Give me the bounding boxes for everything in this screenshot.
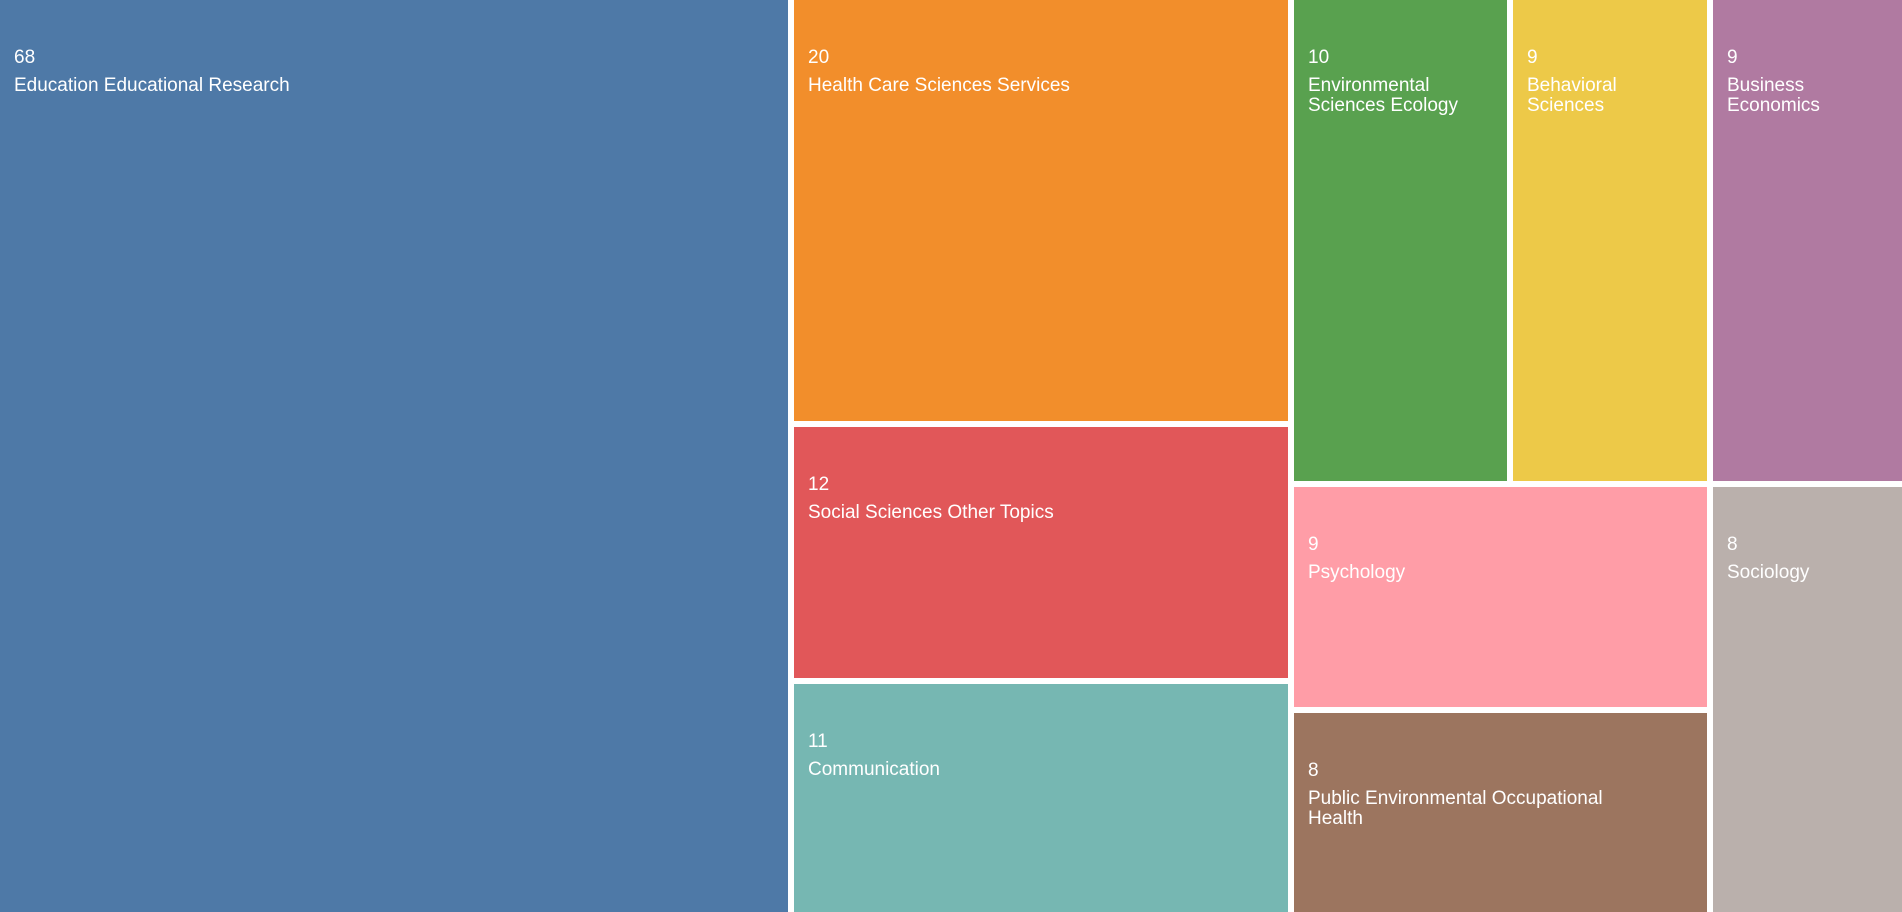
treemap-tile-label: Behavioral Sciences (1527, 75, 1617, 116)
treemap-tile-communication: 11 Communication (794, 684, 1288, 912)
treemap-tile-sociology: 8 Sociology (1713, 487, 1902, 912)
treemap-tile-label: Education Educational Research (14, 75, 290, 96)
treemap-tile-value: 9 (1527, 47, 1538, 68)
treemap-tile-public-environmental-occupational-health: 8 Public Environmental Occupational Healt… (1294, 713, 1707, 912)
treemap-tile-label: Business Economics (1727, 75, 1820, 116)
treemap-tile-value: 11 (808, 731, 828, 752)
treemap-tile-label: Environmental Sciences Ecology (1308, 75, 1458, 116)
treemap-tile-value: 9 (1308, 534, 1319, 555)
treemap-tile-label: Psychology (1308, 562, 1406, 583)
treemap-tile-environmental-sciences-ecology: 10 Environmental Sciences Ecology (1294, 0, 1507, 481)
treemap-tile-value: 68 (14, 47, 36, 68)
treemap-tile-value: 9 (1727, 47, 1738, 68)
treemap-tile-label: Sociology (1727, 562, 1810, 583)
treemap-tile-behavioral-sciences: 9 Behavioral Sciences (1513, 0, 1707, 481)
treemap-tile-education-educational-research: 68 Education Educational Research (0, 0, 788, 912)
treemap-tile-label: Social Sciences Other Topics (808, 502, 1054, 523)
treemap-tile-label: Public Environmental Occupational Health (1308, 788, 1603, 829)
treemap-tile-label: Health Care Sciences Services (808, 75, 1070, 96)
treemap-tile-value: 8 (1308, 760, 1319, 781)
treemap-tile-label: Communication (808, 759, 940, 780)
treemap-tile-value: 12 (808, 474, 830, 495)
treemap-tile-value: 10 (1308, 47, 1330, 68)
treemap-tile-value: 20 (808, 47, 830, 68)
treemap-tile-health-care-sciences-services: 20 Health Care Sciences Services (794, 0, 1288, 421)
treemap-tile-social-sciences-other-topics: 12 Social Sciences Other Topics (794, 427, 1288, 678)
treemap-tile-value: 8 (1727, 534, 1738, 555)
treemap-tile-psychology: 9 Psychology (1294, 487, 1707, 707)
treemap-tile-business-economics: 9 Business Economics (1713, 0, 1902, 481)
